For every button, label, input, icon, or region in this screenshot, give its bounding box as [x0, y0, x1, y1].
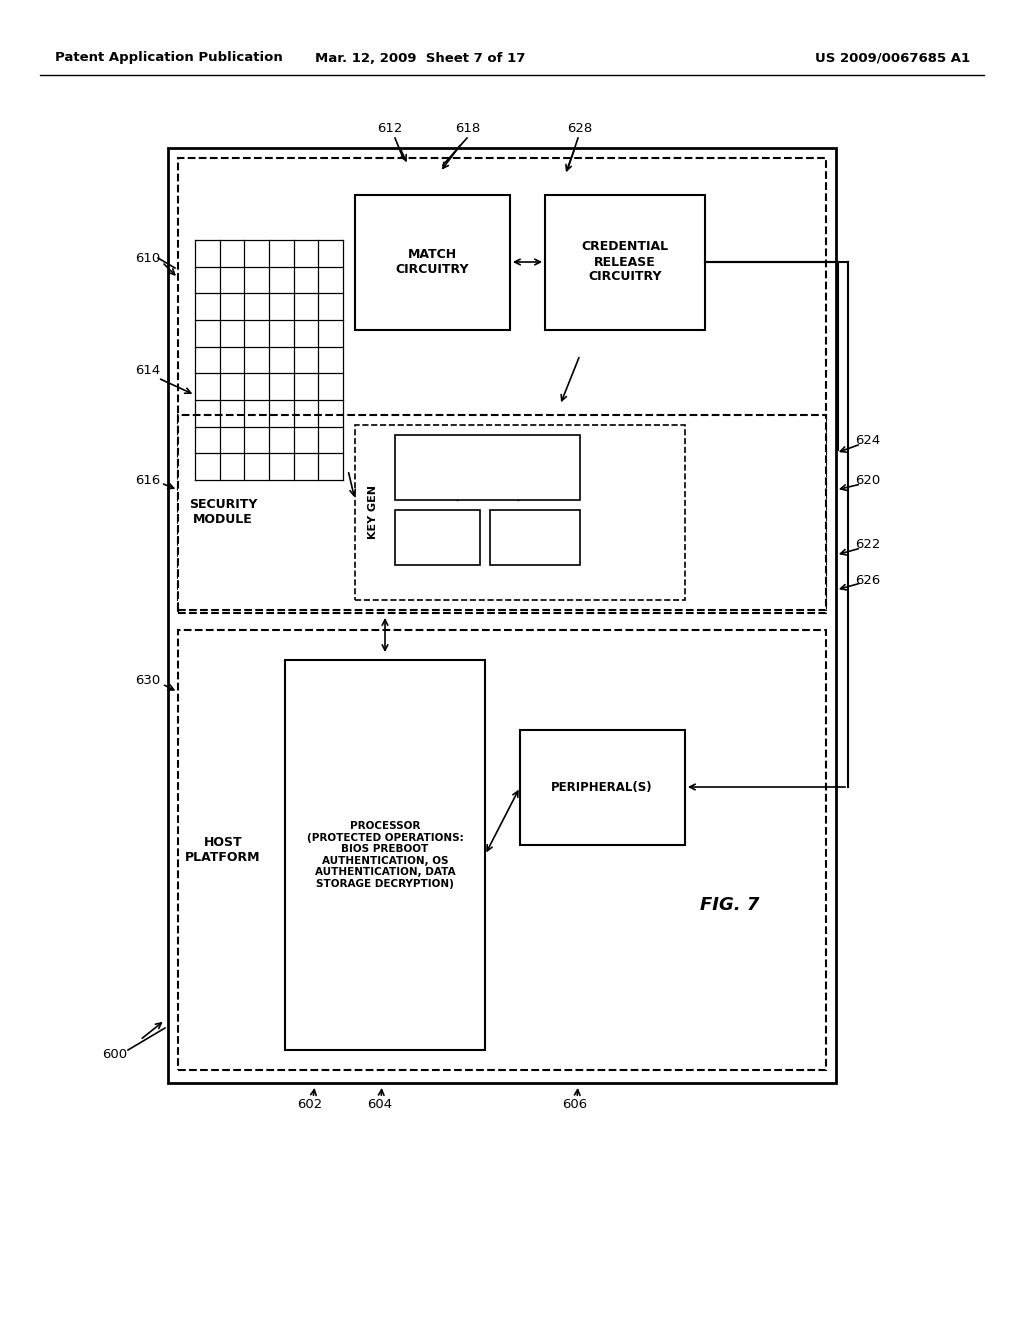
Bar — [178, 414, 826, 610]
Bar — [285, 660, 485, 1049]
Text: HASH: HASH — [516, 531, 554, 544]
Text: 606: 606 — [562, 1098, 588, 1111]
Text: Mar. 12, 2009  Sheet 7 of 17: Mar. 12, 2009 Sheet 7 of 17 — [314, 51, 525, 65]
Text: 616: 616 — [135, 474, 161, 487]
Text: PROCESSOR
(PROTECTED OPERATIONS:
BIOS PREBOOT
AUTHENTICATION, OS
AUTHENTICATION,: PROCESSOR (PROTECTED OPERATIONS: BIOS PR… — [306, 821, 464, 888]
Text: R: R — [421, 459, 431, 474]
Text: 604: 604 — [368, 1098, 392, 1111]
Text: 618: 618 — [456, 121, 480, 135]
Text: 626: 626 — [855, 573, 881, 586]
Bar — [395, 436, 580, 500]
Text: 614: 614 — [135, 363, 161, 376]
Text: 600: 600 — [102, 1048, 128, 1061]
Text: PERIPHERAL(S): PERIPHERAL(S) — [551, 780, 653, 793]
Bar — [490, 510, 580, 565]
Text: FIG. 7: FIG. 7 — [700, 896, 760, 913]
Text: 628: 628 — [567, 121, 593, 135]
Text: MATCH
CIRCUITRY: MATCH CIRCUITRY — [395, 248, 469, 276]
Text: CREDENTIAL
RELEASE
CIRCUITRY: CREDENTIAL RELEASE CIRCUITRY — [582, 240, 669, 284]
Bar — [520, 730, 685, 845]
Text: 602: 602 — [297, 1098, 323, 1111]
Text: G: G — [544, 459, 555, 474]
Text: HOST
PLATFORM: HOST PLATFORM — [185, 836, 261, 865]
Text: KEY GEN: KEY GEN — [368, 484, 378, 539]
Text: Patent Application Publication: Patent Application Publication — [55, 51, 283, 65]
Text: CACHE: CACHE — [415, 531, 459, 544]
Bar — [355, 195, 510, 330]
Text: 612: 612 — [377, 121, 402, 135]
Text: 610: 610 — [135, 252, 161, 264]
Text: N: N — [481, 459, 494, 474]
Bar — [168, 148, 836, 1082]
Bar — [178, 630, 826, 1071]
Text: 620: 620 — [855, 474, 881, 487]
Bar — [178, 158, 826, 612]
Bar — [355, 425, 685, 601]
Text: 624: 624 — [855, 433, 881, 446]
Bar — [545, 195, 705, 330]
Bar — [395, 510, 480, 565]
Text: 622: 622 — [855, 539, 881, 552]
Text: SECURITY
MODULE: SECURITY MODULE — [188, 498, 257, 525]
Text: US 2009/0067685 A1: US 2009/0067685 A1 — [815, 51, 970, 65]
Text: 630: 630 — [135, 673, 161, 686]
